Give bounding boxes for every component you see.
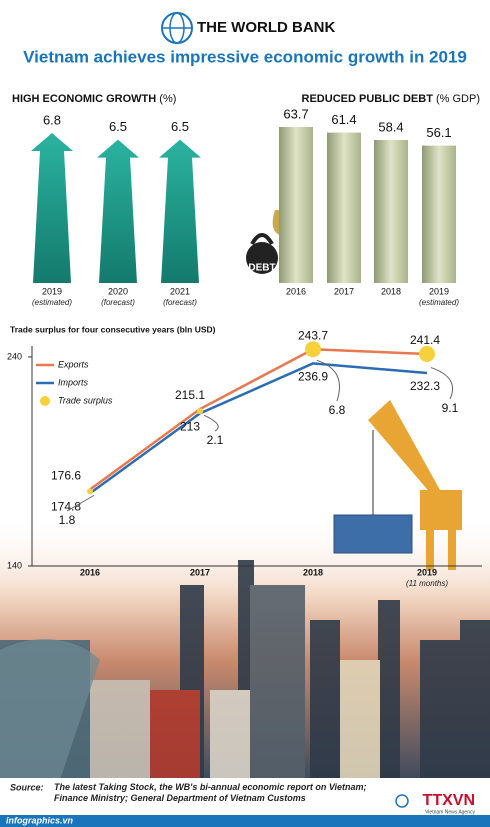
footer-bg xyxy=(0,778,490,816)
value-label: 215.1 xyxy=(175,388,205,402)
category-label: 2018 xyxy=(381,286,401,296)
debt-icon-label: DEBT xyxy=(248,263,275,274)
series-line xyxy=(89,362,428,495)
surplus-dot xyxy=(305,341,321,358)
copyright-icon xyxy=(395,794,409,808)
debt-bar xyxy=(279,127,313,283)
y-tick-label: 240 xyxy=(7,351,22,361)
growth-arrow xyxy=(31,133,73,283)
legend-dot xyxy=(40,396,50,406)
trade-title: Trade surplus for four consecutive years… xyxy=(10,324,216,334)
kettlebell xyxy=(246,242,278,274)
surplus-dot xyxy=(87,488,93,495)
surplus-arrow xyxy=(66,494,95,512)
value-label: 213 xyxy=(180,420,200,434)
river xyxy=(0,639,100,780)
debt-bar xyxy=(374,139,408,283)
value-label: 236.9 xyxy=(298,370,328,384)
surplus-arrow xyxy=(316,359,340,402)
surplus-label: 9.1 xyxy=(442,401,459,415)
legend-label: Imports xyxy=(58,377,89,387)
growth-arrow xyxy=(97,139,139,283)
category-label: 2018 xyxy=(303,567,323,577)
growth-title: HIGH ECONOMIC GROWTH (%) xyxy=(12,93,176,105)
category-label: 2020 xyxy=(108,286,128,296)
category-note: (forecast) xyxy=(163,298,197,307)
category-label: 2016 xyxy=(286,286,306,296)
value-label: 243.7 xyxy=(298,328,328,342)
surplus-arrow xyxy=(203,414,219,432)
value-label: 176.6 xyxy=(51,469,81,483)
category-note: (11 months) xyxy=(406,579,448,588)
value-label: 6.5 xyxy=(109,119,127,134)
value-label: 61.4 xyxy=(331,112,356,127)
category-label: 2019 xyxy=(429,286,449,296)
category-label: 2016 xyxy=(80,567,100,577)
series-line xyxy=(89,347,428,491)
surplus-dot xyxy=(419,346,435,363)
debt-title: REDUCED PUBLIC DEBT (% GDP) xyxy=(302,93,480,105)
category-label: 2017 xyxy=(334,286,354,296)
legend-label: Exports xyxy=(58,359,89,369)
value-label: 6.8 xyxy=(43,112,61,127)
category-note: (estimated) xyxy=(32,298,72,307)
surplus-label: 6.8 xyxy=(329,403,346,417)
value-label: 241.4 xyxy=(410,333,440,347)
value-label: 56.1 xyxy=(426,125,451,140)
value-label: 63.7 xyxy=(283,106,308,121)
surplus-dot xyxy=(197,408,203,415)
value-label: 58.4 xyxy=(378,119,403,134)
legend-label: Trade surplus xyxy=(58,395,113,405)
surplus-label: 1.8 xyxy=(59,513,76,527)
category-label: 2019 xyxy=(42,286,62,296)
value-label: 6.5 xyxy=(171,119,189,134)
agency: TTXVN xyxy=(423,792,475,809)
category-note: (forecast) xyxy=(101,298,135,307)
site: infographics.vn xyxy=(6,815,74,825)
surplus-label: 2.1 xyxy=(207,433,224,447)
main-title: Vietnam achieves impressive economic gro… xyxy=(23,47,467,66)
debt-bar xyxy=(422,145,456,283)
footer-bar xyxy=(0,815,490,827)
value-label: 174.8 xyxy=(51,499,81,513)
value-label: 232.3 xyxy=(410,379,440,393)
debt-bar xyxy=(327,132,361,283)
source-text: The latest Taking Stock, the WB's bi-ann… xyxy=(54,782,367,803)
agency-sub: Vietnam News Agency xyxy=(425,809,475,815)
category-label: 2017 xyxy=(190,567,210,577)
crane xyxy=(333,400,462,570)
category-note: (estimated) xyxy=(419,298,459,307)
kettlebell-handle xyxy=(250,233,274,246)
source-label: Source: xyxy=(10,782,44,792)
category-label: 2019 xyxy=(417,567,437,577)
surplus-arrow xyxy=(430,367,454,400)
logo-text: THE WORLD BANK xyxy=(197,19,335,36)
category-label: 2021 xyxy=(170,286,190,296)
growth-arrow xyxy=(159,139,201,283)
y-tick-label: 140 xyxy=(7,560,22,570)
